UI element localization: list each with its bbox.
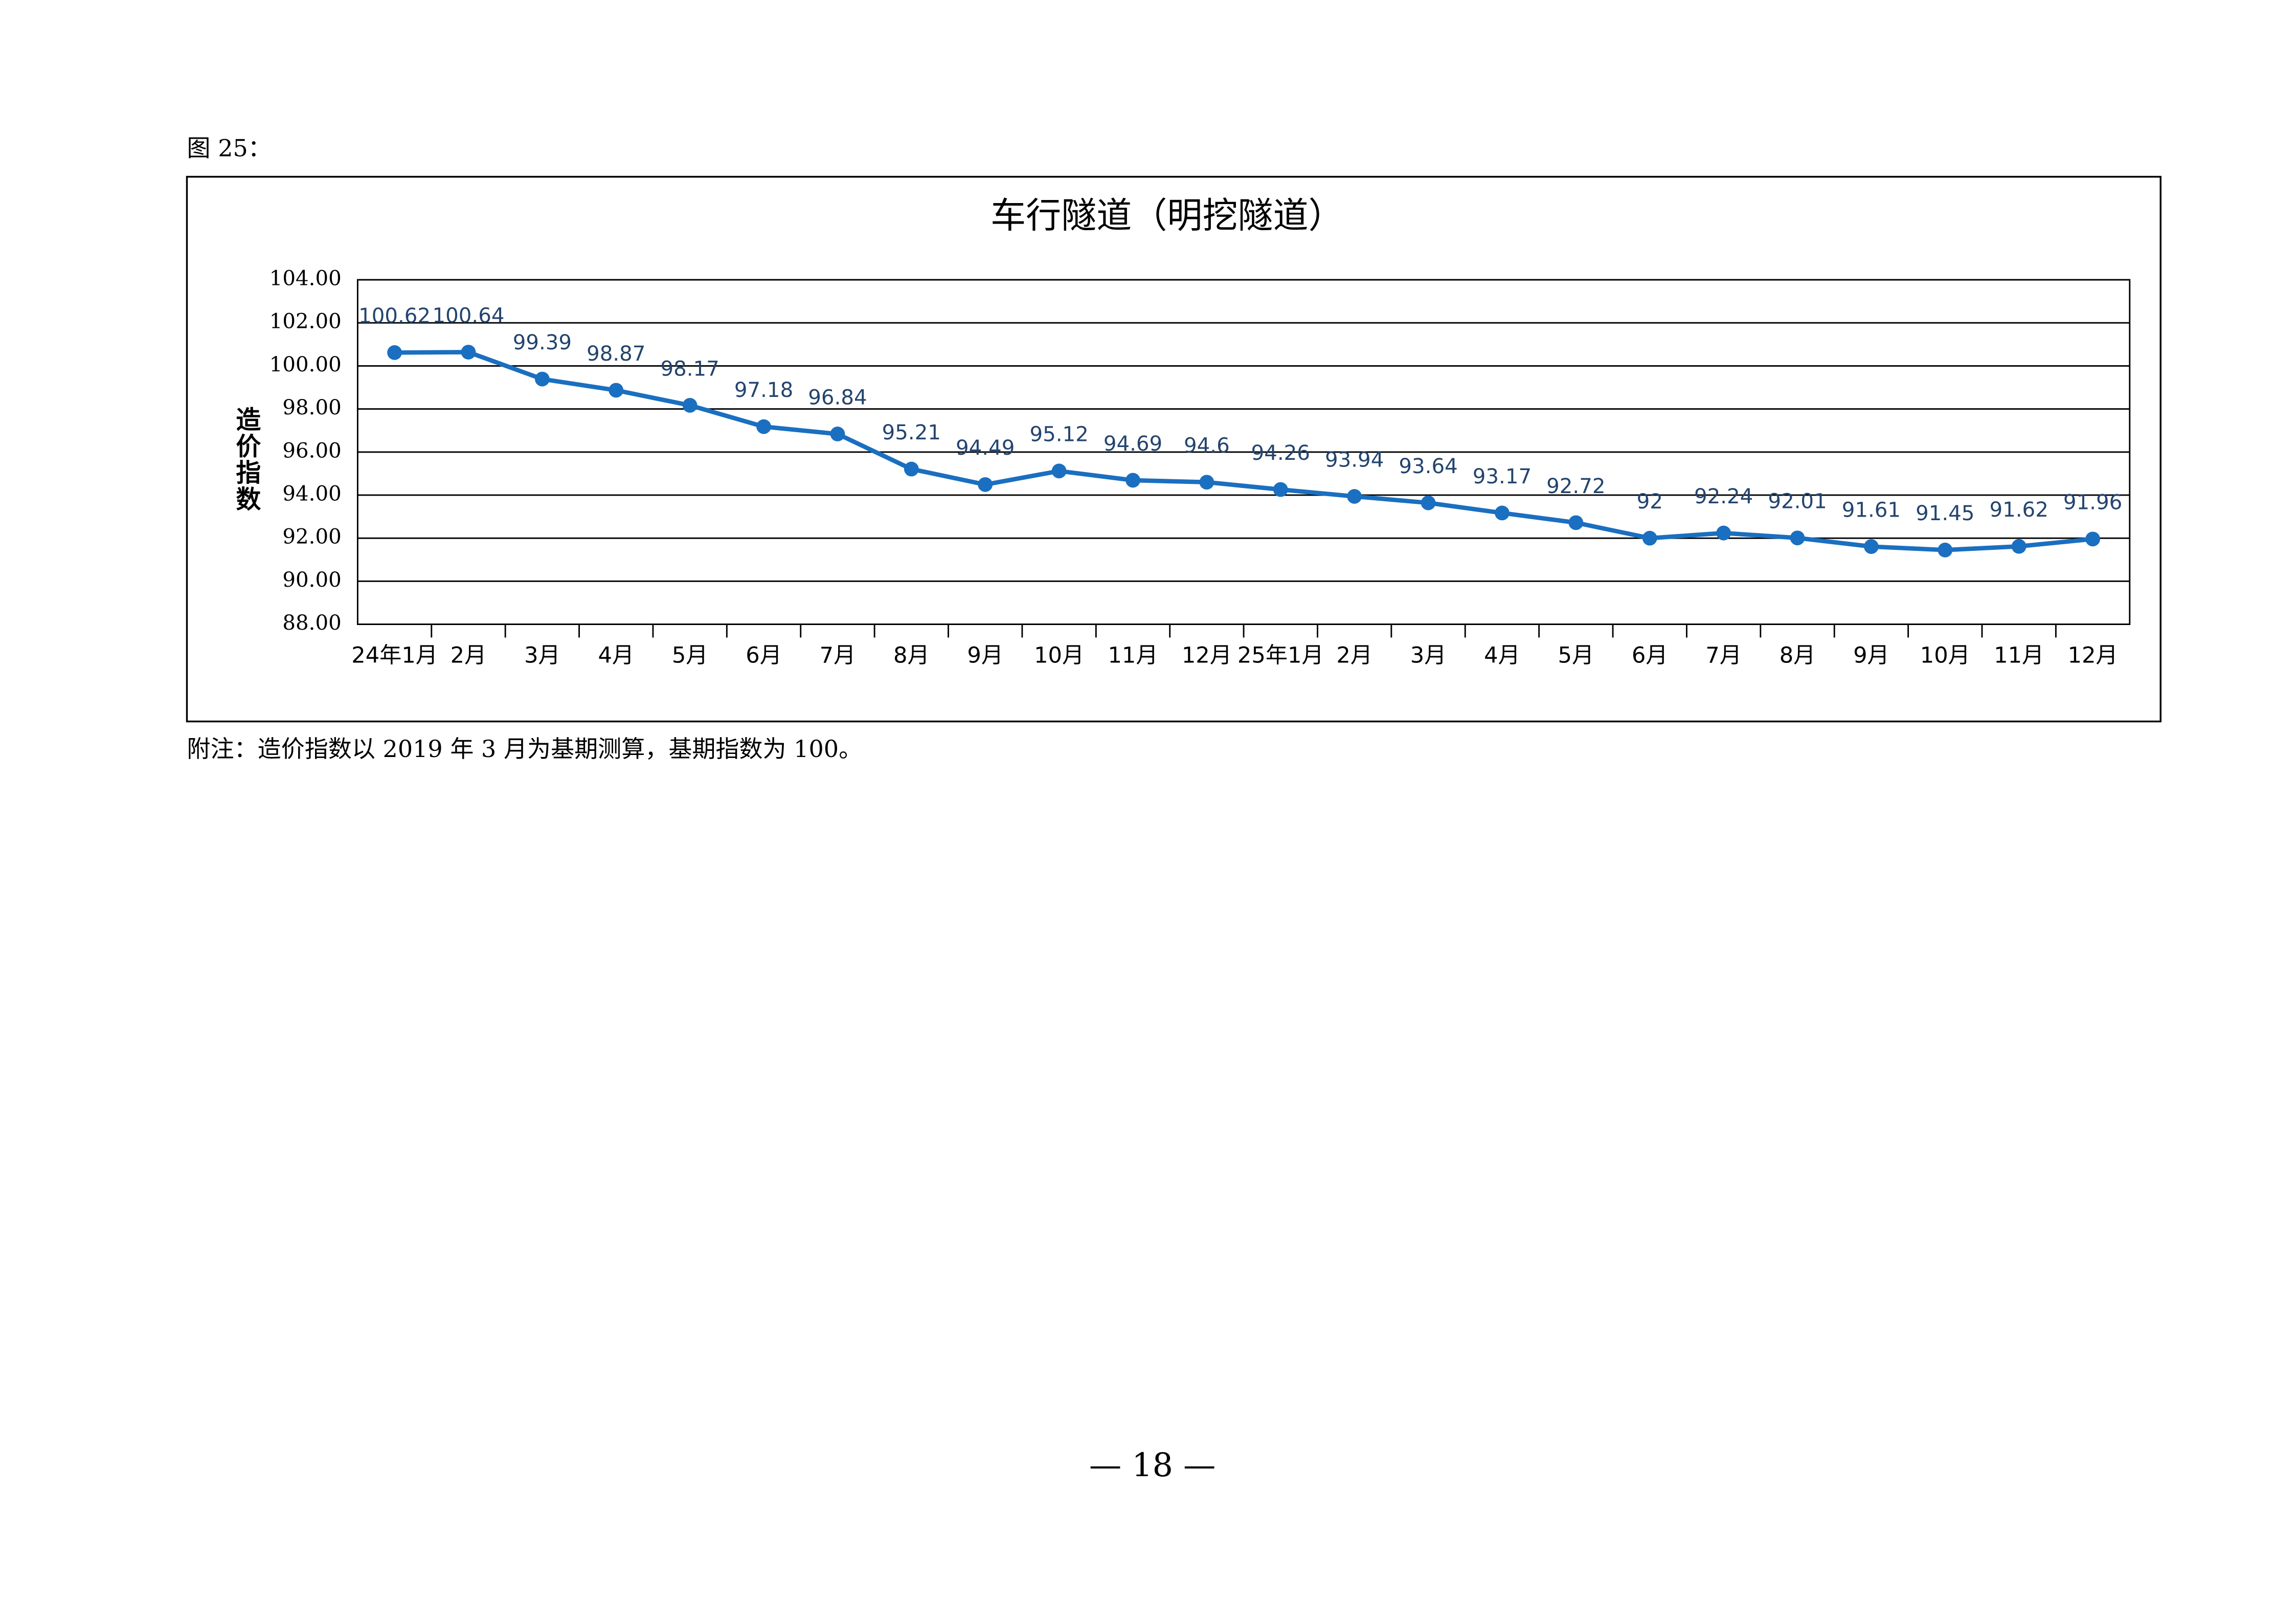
x-tick-label: 10月: [1034, 642, 1084, 668]
x-tick-label: 7月: [820, 642, 856, 668]
data-label: 100.62: [358, 304, 431, 328]
y-tick-label: 94.00: [282, 481, 341, 505]
data-label: 93.64: [1399, 454, 1457, 478]
chart-frame: [186, 175, 2162, 723]
data-label: 98.17: [660, 357, 719, 381]
data-point: [830, 427, 845, 441]
data-label: 91.62: [1990, 498, 2049, 522]
x-tick-label: 12月: [1182, 642, 1232, 668]
data-point: [1642, 530, 1657, 546]
data-label: 96.84: [808, 385, 867, 409]
x-tick-label: 7月: [1705, 642, 1742, 668]
data-point: [1790, 530, 1805, 546]
data-label: 91.45: [1916, 501, 1974, 525]
data-label: 94.26: [1251, 441, 1310, 465]
data-point: [1495, 505, 1510, 521]
data-point: [387, 345, 402, 360]
data-label: 92.01: [1768, 490, 1827, 514]
y-tick-label: 104.00: [269, 266, 342, 291]
x-tick-label: 9月: [967, 642, 1003, 668]
x-tick-label: 3月: [524, 642, 560, 668]
y-tick-label: 100.00: [269, 352, 342, 376]
data-label: 92.24: [1694, 484, 1753, 508]
data-point: [1126, 473, 1140, 488]
y-tick-label: 98.00: [282, 395, 341, 419]
data-point: [682, 398, 697, 413]
data-point: [1716, 525, 1731, 541]
y-tick-label: 90.00: [282, 568, 341, 592]
data-point: [461, 345, 476, 360]
x-tick-label: 12月: [2068, 642, 2118, 668]
y-tick-label: 96.00: [282, 438, 341, 462]
y-tick-label: 88.00: [282, 611, 341, 635]
data-point: [978, 477, 993, 492]
data-label: 94.69: [1104, 432, 1162, 456]
data-label: 99.39: [513, 330, 572, 354]
data-label: 95.12: [1029, 422, 1088, 447]
data-label: 94.49: [956, 436, 1015, 460]
data-point: [1273, 482, 1288, 497]
x-tick-label: 8月: [893, 642, 930, 668]
x-tick-label: 3月: [1410, 642, 1447, 668]
data-label: 100.64: [433, 303, 505, 327]
data-point: [1938, 542, 1953, 558]
x-tick-label: 25年1月: [1237, 642, 1324, 668]
data-label: 91.61: [1842, 498, 1901, 522]
figure-label: 图 25：: [187, 135, 272, 162]
data-line: [394, 350, 2093, 552]
y-axis-title: 造价指数: [232, 407, 261, 513]
x-tick-label: 2月: [451, 642, 487, 668]
x-tick-label: 11月: [1994, 642, 2044, 668]
data-point: [756, 419, 771, 434]
data-point: [2011, 539, 2027, 554]
x-tick-label: 2月: [1336, 642, 1372, 668]
data-label: 93.17: [1473, 464, 1532, 488]
x-tick-label: 5月: [672, 642, 708, 668]
data-point: [1199, 475, 1214, 490]
data-point: [534, 371, 550, 387]
data-point: [1568, 515, 1584, 530]
data-point: [1051, 463, 1067, 479]
data-point: [609, 383, 624, 398]
data-label: 92: [1637, 490, 1663, 514]
data-point: [1421, 495, 1436, 510]
data-label: 94.6: [1184, 434, 1230, 458]
data-label: 91.96: [2063, 491, 2122, 515]
x-tick-label: 24年1月: [351, 642, 438, 668]
data-label: 98.87: [587, 342, 645, 366]
x-tick-label: 11月: [1108, 642, 1158, 668]
data-label: 92.72: [1546, 474, 1605, 498]
note: 附注：造价指数以 2019 年 3 月为基期测算，基期指数为 100。: [187, 735, 863, 763]
x-tick-label: 4月: [1484, 642, 1520, 668]
data-label: 93.94: [1325, 448, 1384, 472]
data-point: [2085, 531, 2100, 547]
y-tick-label: 92.00: [282, 525, 341, 549]
x-tick-label: 8月: [1780, 642, 1816, 668]
chart-title: 车行隧道（明挖隧道）: [991, 195, 1344, 236]
data-point: [1347, 489, 1362, 504]
data-label: 97.18: [734, 378, 793, 402]
y-tick-label: 102.00: [269, 309, 342, 333]
data-point: [904, 461, 919, 477]
data-label: 95.21: [882, 420, 941, 444]
data-point: [1864, 539, 1879, 554]
x-tick-label: 6月: [746, 642, 782, 668]
page-number: — 18 —: [1089, 1446, 1215, 1484]
x-tick-label: 5月: [1558, 642, 1594, 668]
x-tick-label: 4月: [598, 642, 634, 668]
x-tick-label: 9月: [1853, 642, 1889, 668]
x-tick-label: 10月: [1920, 642, 1970, 668]
x-tick-label: 6月: [1632, 642, 1668, 668]
